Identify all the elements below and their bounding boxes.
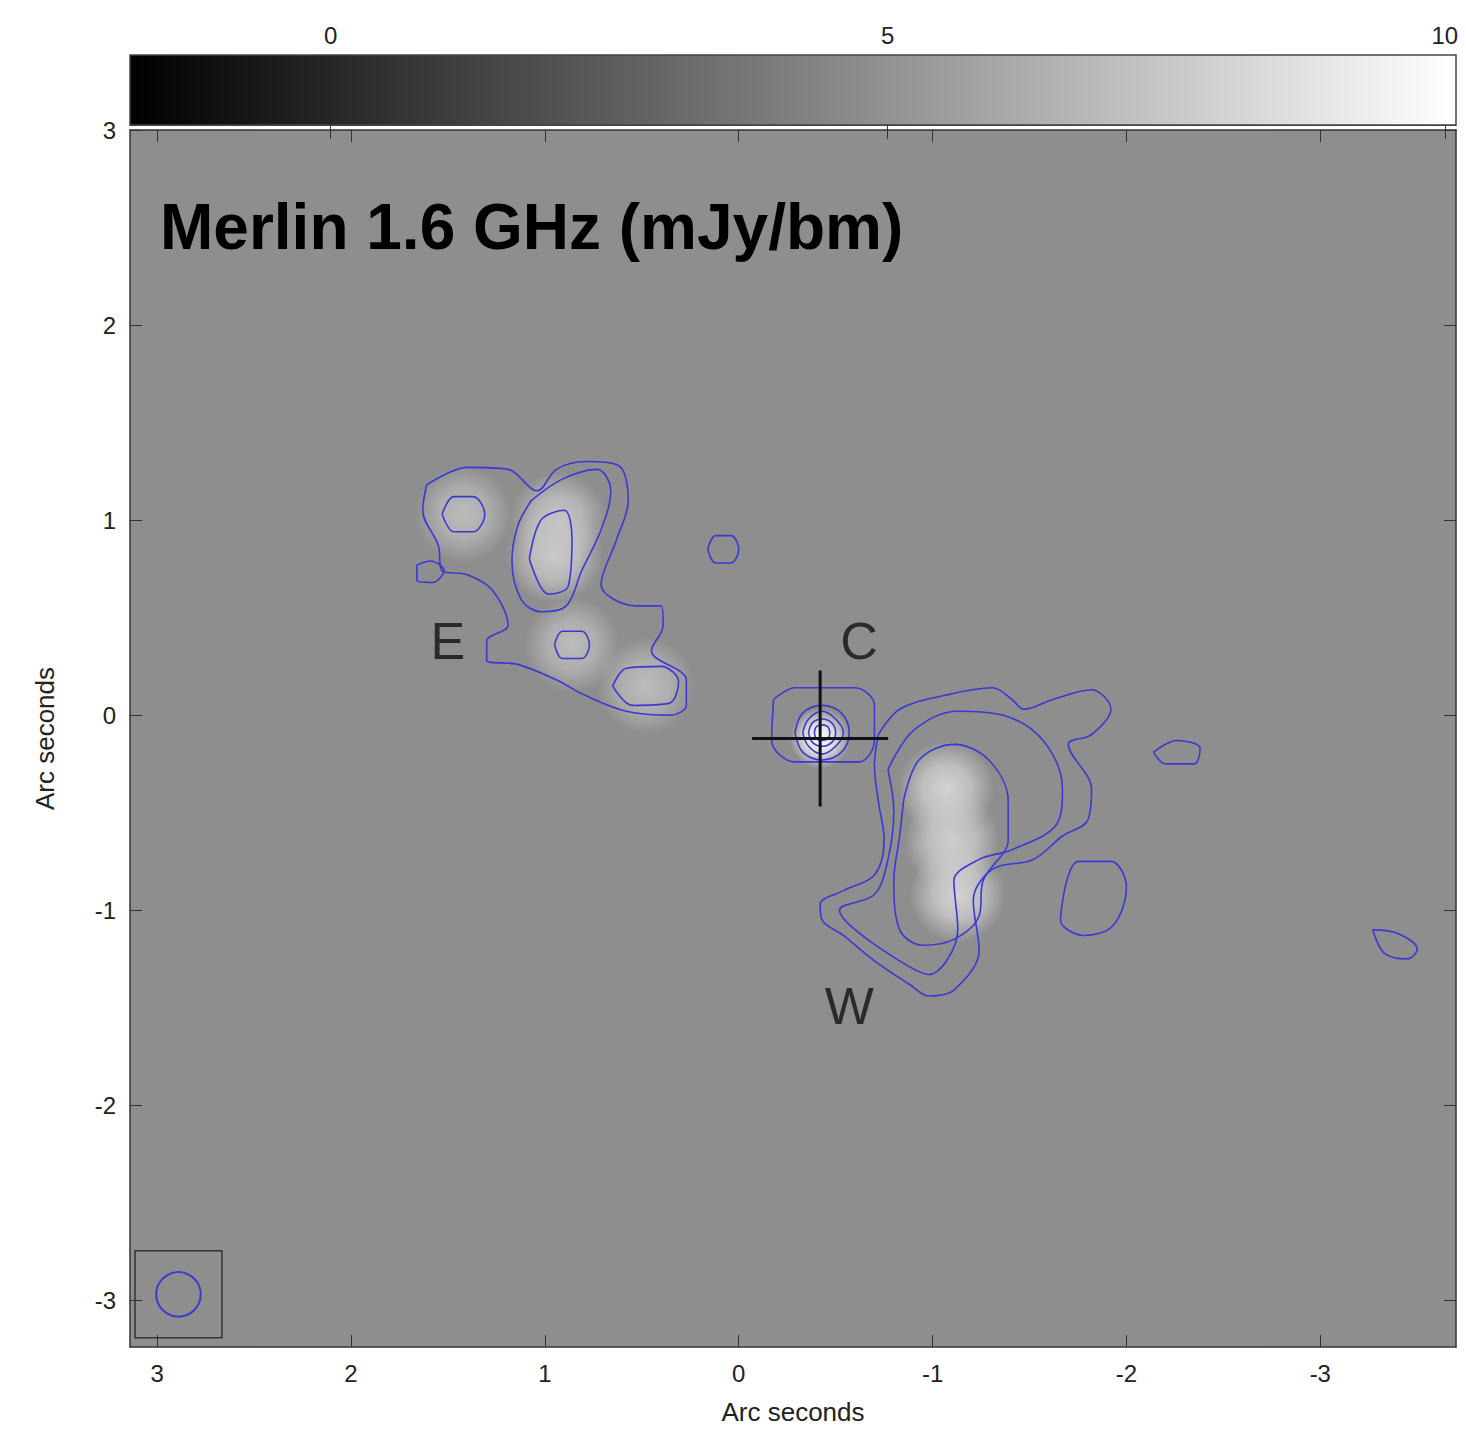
svg-text:E: E: [431, 612, 466, 670]
svg-text:Arc seconds: Arc seconds: [721, 1397, 864, 1427]
svg-text:C: C: [840, 612, 878, 670]
svg-text:1: 1: [103, 507, 116, 534]
svg-text:0: 0: [324, 22, 337, 49]
svg-text:2: 2: [103, 312, 116, 339]
svg-text:3: 3: [103, 117, 116, 144]
svg-text:W: W: [825, 977, 874, 1035]
svg-text:2: 2: [344, 1360, 357, 1387]
svg-text:3: 3: [150, 1360, 163, 1387]
svg-text:10: 10: [1432, 22, 1459, 49]
svg-text:-2: -2: [95, 1092, 116, 1119]
svg-text:1: 1: [538, 1360, 551, 1387]
svg-text:0: 0: [732, 1360, 745, 1387]
svg-text:-1: -1: [922, 1360, 943, 1387]
svg-text:-3: -3: [1310, 1360, 1331, 1387]
svg-text:0: 0: [103, 702, 116, 729]
svg-text:-2: -2: [1116, 1360, 1137, 1387]
svg-text:-3: -3: [95, 1287, 116, 1314]
svg-text:-1: -1: [95, 897, 116, 924]
svg-text:5: 5: [881, 22, 894, 49]
svg-text:Arc seconds: Arc seconds: [30, 667, 60, 810]
svg-text:Merlin 1.6 GHz (mJy/bm): Merlin 1.6 GHz (mJy/bm): [160, 191, 903, 263]
